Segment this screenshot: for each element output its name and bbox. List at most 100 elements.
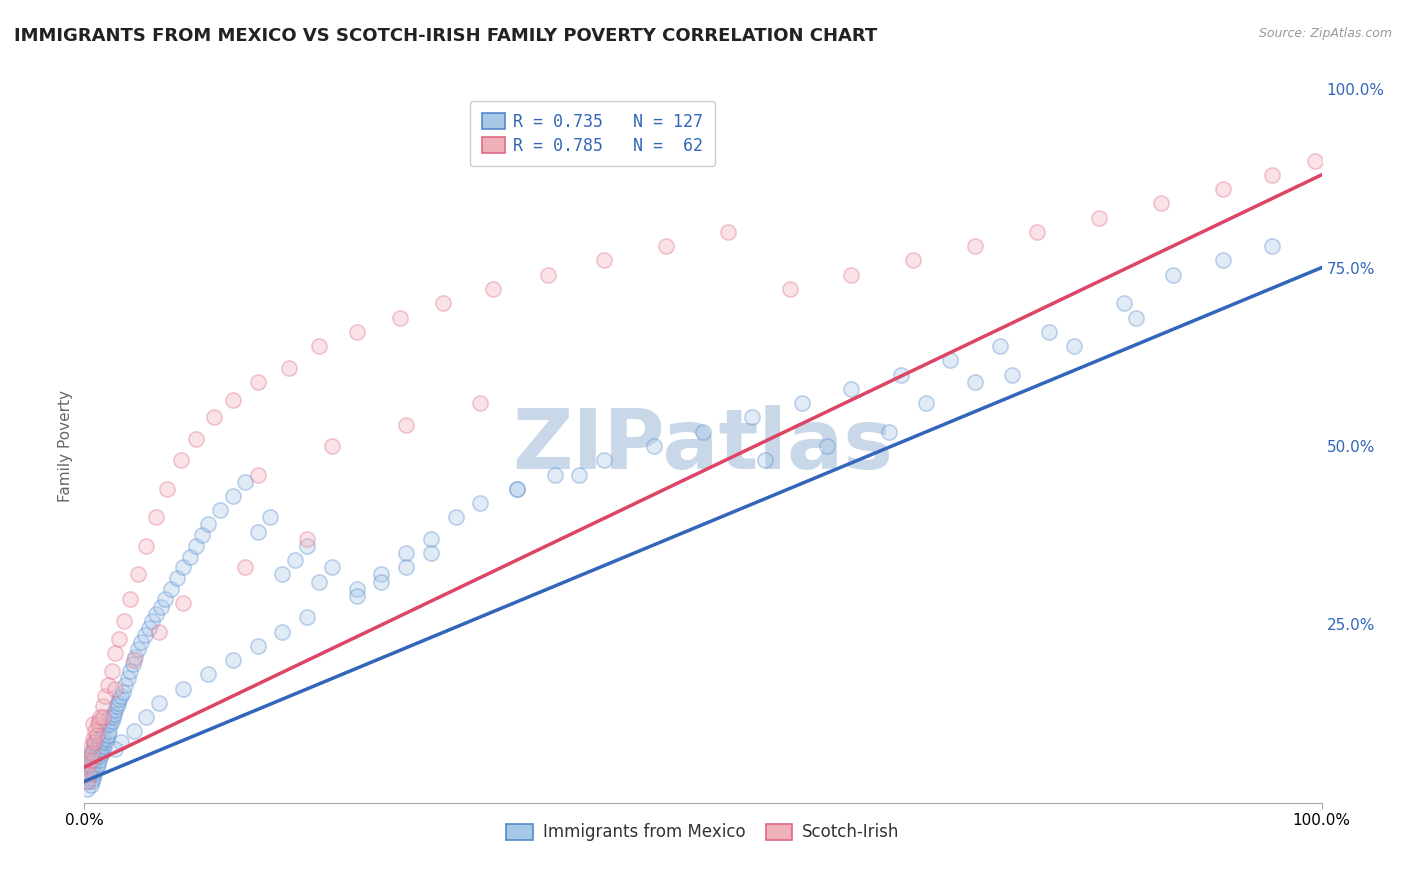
Point [79,753,101,767]
Point [259,510,281,524]
Point [79,756,101,771]
Point [172,681,194,696]
Point [914,396,936,410]
Point [138,621,160,635]
Point [246,467,269,482]
Point [543,467,565,482]
Point [114,678,136,692]
Point [77,774,100,789]
Point [84,749,107,764]
Point [444,510,467,524]
Point [202,410,225,425]
Point [148,696,170,710]
Point [222,653,245,667]
Point [91,742,114,756]
Point [82,731,104,746]
Point [80,760,103,774]
Point [388,310,411,325]
Point [83,767,105,781]
Point [91,710,114,724]
Point [1026,225,1049,239]
Point [82,771,104,785]
Text: Source: ZipAtlas.com: Source: ZipAtlas.com [1258,27,1392,40]
Point [346,589,368,603]
Point [79,778,101,792]
Point [321,560,343,574]
Point [129,635,152,649]
Point [506,482,529,496]
Point [89,753,111,767]
Point [91,699,114,714]
Point [877,425,900,439]
Point [79,764,101,778]
Legend: Immigrants from Mexico, Scotch-Irish: Immigrants from Mexico, Scotch-Irish [499,817,907,848]
Point [87,717,110,731]
Point [1112,296,1135,310]
Point [120,592,142,607]
Point [98,724,121,739]
Point [197,517,219,532]
Point [79,749,101,764]
Point [98,710,121,724]
Point [790,396,813,410]
Point [145,510,167,524]
Point [841,382,863,396]
Point [939,353,962,368]
Point [83,735,105,749]
Point [135,710,157,724]
Point [568,467,591,482]
Point [170,453,193,467]
Point [593,453,616,467]
Point [308,574,330,589]
Point [1001,368,1024,382]
Point [96,731,118,746]
Point [222,392,245,407]
Point [104,742,127,756]
Point [172,560,194,574]
Point [965,239,987,253]
Point [395,546,418,560]
Point [481,282,503,296]
Point [890,368,912,382]
Point [184,539,207,553]
Point [150,599,173,614]
Y-axis label: Family Poverty: Family Poverty [58,390,73,502]
Point [1161,268,1184,282]
Point [97,728,120,742]
Point [295,539,318,553]
Point [1212,253,1234,268]
Point [104,646,127,660]
Point [643,439,665,453]
Point [506,482,529,496]
Point [395,560,418,574]
Point [1261,239,1284,253]
Point [76,774,98,789]
Point [107,696,129,710]
Point [246,639,269,653]
Point [295,610,318,624]
Point [122,724,145,739]
Point [112,614,135,628]
Point [83,739,105,753]
Point [346,582,368,596]
Point [148,624,170,639]
Point [1212,182,1234,196]
Point [1063,339,1085,353]
Point [655,239,678,253]
Point [89,710,111,724]
Point [1261,168,1284,182]
Point [537,268,560,282]
Point [277,360,299,375]
Point [91,728,114,742]
Point [754,453,776,467]
Point [77,760,100,774]
Point [233,560,256,574]
Point [295,532,318,546]
Point [121,657,143,671]
Point [470,396,492,410]
Point [1038,325,1060,339]
Point [1088,211,1111,225]
Point [271,567,294,582]
Point [246,375,269,389]
Point [191,528,214,542]
